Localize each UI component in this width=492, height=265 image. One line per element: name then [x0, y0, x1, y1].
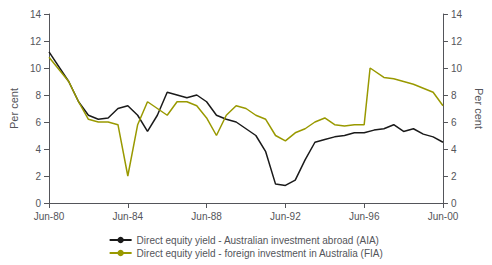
svg-text:6: 6 — [451, 117, 457, 128]
svg-text:4: 4 — [451, 144, 457, 155]
svg-text:10: 10 — [451, 63, 463, 74]
svg-text:Direct equity yield - foreign: Direct equity yield - foreign investment… — [137, 248, 383, 259]
svg-text:2: 2 — [451, 171, 457, 182]
svg-text:4: 4 — [35, 144, 41, 155]
svg-text:Jun-88: Jun-88 — [191, 211, 222, 222]
svg-text:8: 8 — [451, 90, 457, 101]
svg-text:8: 8 — [35, 90, 41, 101]
svg-text:Per cent: Per cent — [8, 88, 20, 129]
svg-text:Jun-96: Jun-96 — [349, 211, 380, 222]
svg-text:Jun-92: Jun-92 — [270, 211, 301, 222]
svg-text:Per cent: Per cent — [473, 88, 485, 129]
svg-text:12: 12 — [451, 36, 463, 47]
svg-text:0: 0 — [451, 198, 457, 209]
svg-text:0: 0 — [35, 198, 41, 209]
svg-text:Jun-84: Jun-84 — [113, 211, 144, 222]
svg-text:Direct equity yield - Australi: Direct equity yield - Australian investm… — [137, 235, 379, 246]
svg-text:14: 14 — [30, 9, 42, 20]
svg-text:10: 10 — [30, 63, 42, 74]
svg-text:2: 2 — [35, 171, 41, 182]
svg-text:12: 12 — [30, 36, 42, 47]
svg-text:6: 6 — [35, 117, 41, 128]
svg-text:14: 14 — [451, 9, 463, 20]
svg-text:Jun-00: Jun-00 — [428, 211, 459, 222]
svg-text:Jun-80: Jun-80 — [34, 211, 65, 222]
